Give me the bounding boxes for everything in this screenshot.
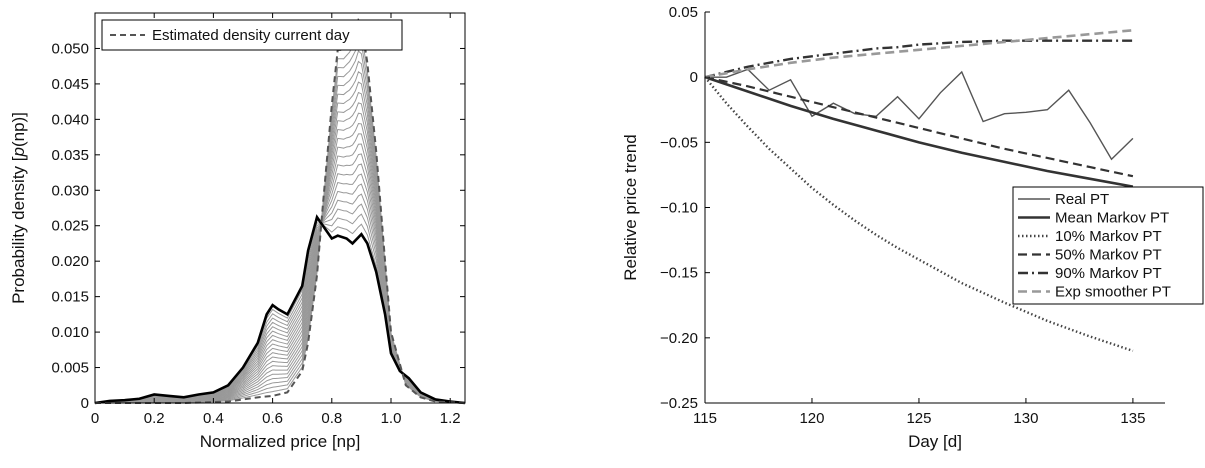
density-ticks: 0 0.2 0.4 0.6 0.8 1.0 1.2 0 0.005 0.010 0.015 0.020… [51, 13, 465, 427]
price-trend-legend-label: 90% Markov PT [1055, 265, 1162, 282]
density-x-tick-label: 0.4 [203, 410, 224, 427]
price-trend-x-tick-label: 135 [1120, 410, 1145, 427]
price-trend-legend-label: Exp smoother PT [1055, 284, 1171, 301]
density-y-label-prefix: Probability density [ [9, 156, 28, 304]
density-legend: Estimated density current day [101, 19, 403, 51]
density-x-tick-label: 1.0 [381, 410, 402, 427]
density-x-axis-label: Normalized price [np] [200, 432, 361, 451]
price-trend-legend-box [1012, 186, 1204, 305]
density-x-tick-label: 0.2 [144, 410, 165, 427]
price-trend-legend-label: Real PT [1055, 191, 1109, 208]
price-trend-y-tick-label: −0.20 [660, 330, 698, 347]
density-y-tick-label: 0.040 [51, 111, 89, 128]
price-trend-series-2 [704, 76, 1134, 353]
density-y-label-suffix: (np)] [9, 112, 28, 147]
price-trend-x-tick-label: 120 [799, 410, 824, 427]
density-y-tick-label: 0 [81, 395, 89, 412]
price-trend-x-tick-label: 125 [906, 410, 931, 427]
density-y-tick-label: 0.045 [51, 76, 89, 93]
price-trend-y-tick-label: −0.05 [660, 134, 698, 151]
price-trend-y-tick-label: −0.10 [660, 200, 698, 217]
density-y-tick-label: 0.030 [51, 182, 89, 199]
density-legend-label-current: Estimated density current day [152, 27, 350, 44]
price-trend-x-axis-label: Day [d] [908, 432, 962, 451]
price-trend-legend-label: 50% Markov PT [1055, 247, 1162, 264]
density-y-tick-label: 0.010 [51, 324, 89, 341]
price-trend-legend-label: Mean Markov PT [1055, 210, 1169, 227]
price-trend-series-5 [704, 28, 1134, 79]
price-trend-series-0 [705, 68, 1134, 161]
density-x-tick-label: 0.8 [321, 410, 342, 427]
price-trend-y-tick-label: 0.05 [669, 4, 698, 21]
density-y-tick-label: 0.020 [51, 253, 89, 270]
density-initial-curve [94, 214, 466, 405]
price-trend-x-tick-label: 130 [1013, 410, 1038, 427]
density-plot-frame [94, 12, 466, 404]
density-y-label-italic: p [9, 147, 28, 157]
density-y-tick-label: 0.015 [51, 289, 89, 306]
density-y-axis-label: Probability density [p(np)] [9, 112, 28, 304]
price-trend-y-axis-label: Relative price trend [621, 134, 640, 280]
price-trend-y-tick-label: −0.15 [660, 265, 698, 282]
price-trend-legend-label: 10% Markov PT [1055, 228, 1162, 245]
density-x-tick-label: 0.6 [262, 410, 283, 427]
price-trend-series-3 [704, 76, 1134, 178]
density-x-tick-label: 0 [91, 410, 99, 427]
price-trend-curves [704, 28, 1134, 353]
density-chart: 0 0.2 0.4 0.6 0.8 1.0 1.2 0 0.005 0.010 0.015 0.020… [9, 12, 466, 451]
price-trend-ticks: 115 120 125 130 135 −0.25 −0.20 −0.15 −0.10 −0.05… [660, 4, 1165, 427]
price-trend-y-tick-label: −0.25 [660, 395, 698, 412]
density-y-tick-label: 0.005 [51, 360, 89, 377]
price-trend-chart: 115 120 125 130 135 −0.25 −0.20 −0.15 −0.10 −0.05… [621, 4, 1204, 451]
density-x-tick-label: 1.2 [440, 410, 461, 427]
density-y-tick-label: 0.025 [51, 218, 89, 235]
density-legend-box [101, 19, 403, 51]
price-trend-series-1 [704, 75, 1134, 188]
density-y-tick-label: 0.050 [51, 40, 89, 57]
price-trend-x-tick-label: 115 [693, 410, 717, 427]
density-y-tick-label: 0.035 [51, 147, 89, 164]
price-trend-y-tick-label: 0 [690, 69, 698, 86]
